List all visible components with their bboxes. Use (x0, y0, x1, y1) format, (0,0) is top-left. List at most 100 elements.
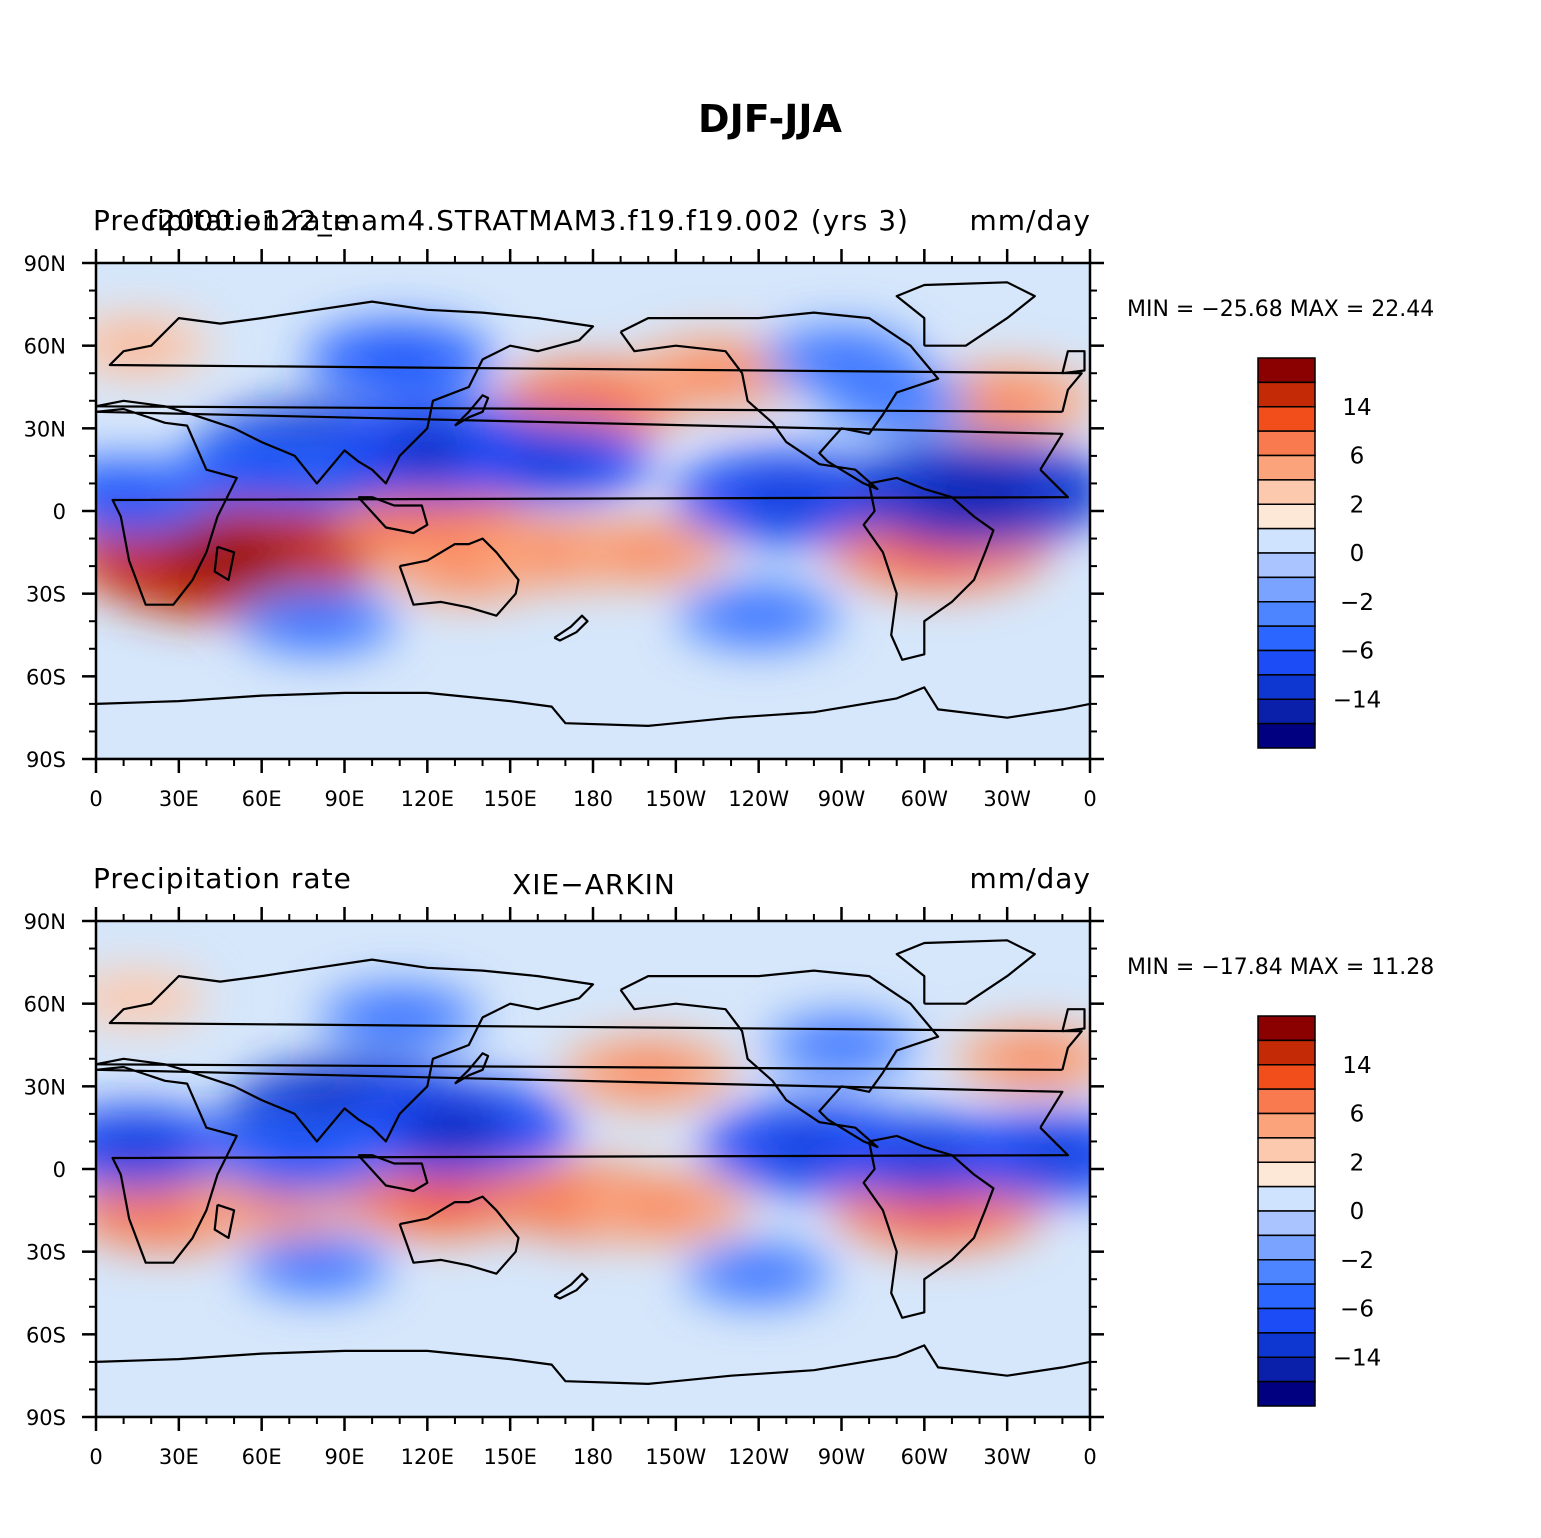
colorbar-box (1257, 552, 1316, 579)
anomaly-core-16 (222, 453, 302, 487)
colorbar-box (1257, 722, 1316, 749)
y-tick-label: 30S (26, 583, 66, 607)
y-tick-label: 0 (53, 500, 66, 524)
colorbar-label: −2 (1340, 1248, 1374, 1274)
x-tick-label: 60E (242, 787, 282, 811)
y-tick-label: 60N (24, 335, 66, 359)
coastline-3 (619, 969, 940, 1149)
anomaly-core-9 (967, 384, 1047, 418)
colorbar-label: 14 (1342, 395, 1371, 421)
colorbar-box (1257, 503, 1316, 530)
x-tick-label: 120E (401, 1445, 454, 1469)
x-tick-label: 30E (159, 787, 199, 811)
x-tick-label: 30W (983, 1445, 1031, 1469)
y-tick-label: 30N (24, 417, 66, 441)
panel-top-field (96, 263, 1090, 759)
anomaly-core-6 (608, 1055, 688, 1090)
colorbar-box (1257, 649, 1316, 676)
x-tick-label: 120E (401, 787, 454, 811)
colorbar-label: 2 (1350, 1150, 1365, 1176)
coastline-3 (619, 311, 940, 491)
coastline-7 (213, 545, 236, 581)
colorbar-box (1257, 601, 1316, 627)
figure-title: DJF-JJA (698, 97, 843, 141)
anomaly-core-6 (611, 536, 685, 568)
x-tick-label: 120W (728, 1445, 789, 1469)
y-tick-label: 60N (24, 993, 66, 1017)
coastline-7 (213, 1203, 236, 1239)
panel-bottom-axes: 0 30E 60E 90E 120E 150E 180 150W 120W 90W 60W 30W 09… (24, 907, 1104, 1469)
colorbar-box (1257, 674, 1316, 700)
x-tick-label: 60E (242, 1445, 282, 1469)
coastline-0 (96, 407, 1069, 606)
colorbar-box (1257, 1039, 1316, 1066)
coastline-6 (96, 686, 1090, 759)
coastline-2 (398, 1195, 520, 1275)
x-tick-label: 180 (573, 787, 613, 811)
colorbar-box (1257, 430, 1316, 457)
x-tick-label: 60W (901, 1445, 949, 1469)
colorbar-box (1257, 698, 1316, 725)
panel-top-coastlines (96, 281, 1090, 759)
anomaly-core-22 (96, 479, 166, 516)
colorbar-box (1257, 527, 1316, 554)
x-tick-label: 150W (645, 1445, 706, 1469)
colorbar-box (1257, 1185, 1316, 1212)
coastline-11 (553, 1272, 589, 1300)
colorbar-box (1257, 1259, 1316, 1285)
coastline-8 (357, 496, 429, 535)
colorbar-label: 2 (1350, 492, 1365, 518)
colorbar-label: 6 (1350, 444, 1365, 470)
colorbar-box (1257, 1064, 1316, 1090)
colorbar-label: −14 (1333, 687, 1382, 713)
anomaly-core-17 (807, 1030, 876, 1060)
x-tick-label: 180 (573, 1445, 613, 1469)
x-tick-label: 120W (728, 787, 789, 811)
anomaly-core-1 (122, 1192, 208, 1229)
coastline-1 (96, 300, 1083, 485)
colorbar-box (1257, 406, 1316, 432)
anomaly-core-5 (622, 1190, 702, 1225)
anomaly-core-8 (106, 985, 169, 1012)
colorbar-box (1257, 1332, 1316, 1358)
panel-bottom: Precipitation rate XIE−ARKIN mm/day 0 30E… (24, 862, 1435, 1469)
coastline-5 (862, 1134, 995, 1319)
colorbar-label: −6 (1340, 639, 1374, 665)
panel-top-center-title: f2000.e122_mam4.STRATMAM3.f19.f19.002 (y… (147, 204, 909, 237)
coastline-11 (553, 614, 589, 642)
colorbar-box (1257, 1210, 1316, 1237)
panel-bottom-coastlines (96, 939, 1090, 1417)
colorbar-box (1257, 1307, 1316, 1334)
coastline-6 (96, 1344, 1090, 1417)
colorbar-box (1257, 1015, 1316, 1042)
x-tick-label: 90E (325, 1445, 365, 1469)
coastline-4 (895, 281, 1036, 347)
colorbar-box (1257, 1112, 1316, 1139)
anomaly-core-7 (550, 382, 636, 419)
x-tick-label: 0 (1083, 1445, 1096, 1469)
colorbar-box (1257, 479, 1316, 505)
x-tick-label: 90E (325, 787, 365, 811)
coastline-9 (454, 394, 490, 427)
x-tick-label: 30W (983, 787, 1031, 811)
anomaly-core-12 (919, 466, 1040, 517)
anomaly-core-19 (280, 605, 354, 637)
panel-top-right-title: mm/day (970, 204, 1092, 237)
anomaly-core-18 (805, 343, 878, 375)
coastline-10 (1061, 350, 1086, 375)
x-tick-label: 0 (1083, 787, 1096, 811)
x-tick-label: 0 (89, 787, 102, 811)
x-tick-label: 60W (901, 787, 949, 811)
anomaly-layer (96, 968, 1090, 1306)
y-tick-label: 0 (53, 1158, 66, 1182)
colorbar-box (1257, 1137, 1316, 1163)
x-tick-label: 150E (483, 1445, 536, 1469)
x-tick-label: 0 (89, 1445, 102, 1469)
y-tick-label: 30S (26, 1241, 66, 1265)
colorbar-label: −6 (1340, 1297, 1374, 1323)
panel-bottom-field (96, 921, 1090, 1417)
anomaly-core-19 (283, 1251, 351, 1280)
x-tick-label: 30E (159, 1445, 199, 1469)
coastline-2 (398, 537, 520, 617)
anomaly-core-16 (363, 1001, 437, 1033)
